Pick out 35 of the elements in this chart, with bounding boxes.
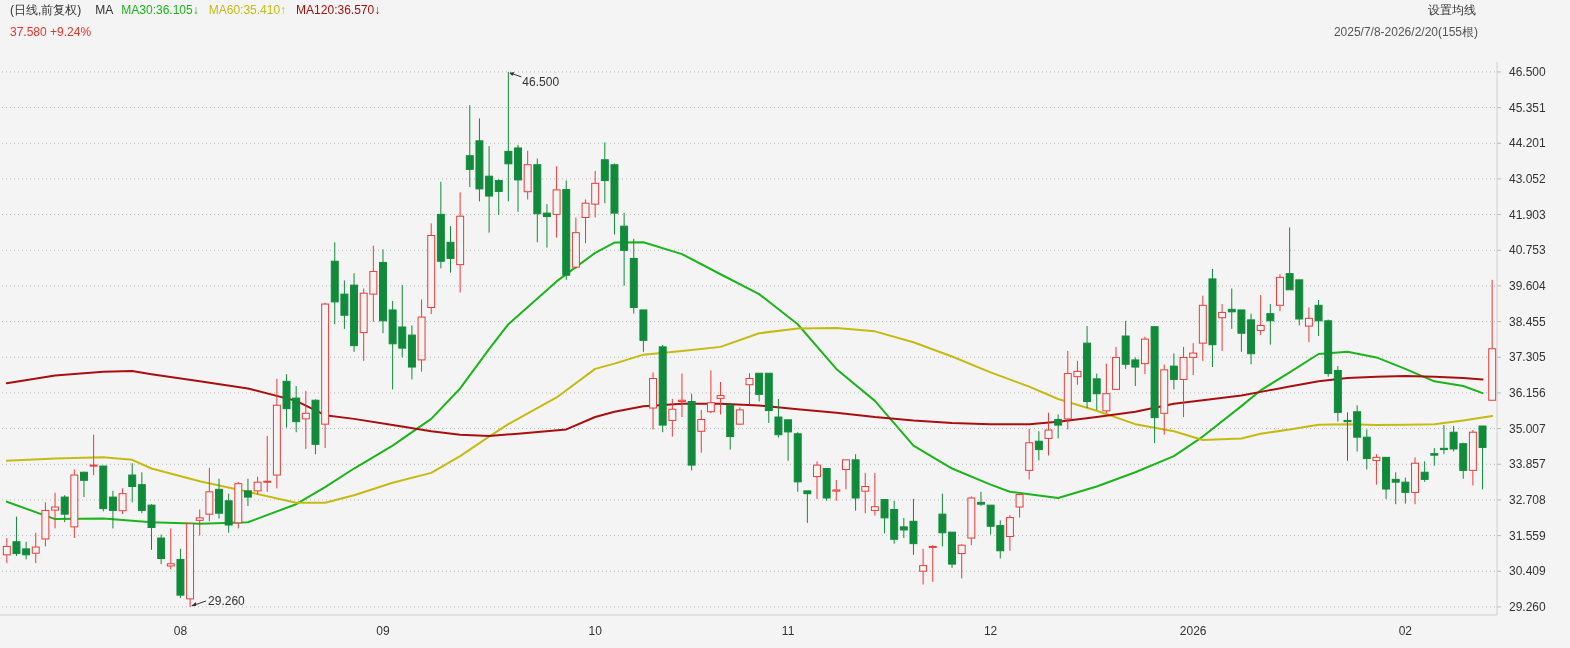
chart-title: (日线,前复权) bbox=[10, 3, 82, 17]
y-tick-label: 33.857 bbox=[1509, 457, 1547, 472]
x-tick-label: 08 bbox=[173, 624, 188, 638]
y-tick-label: 38.455 bbox=[1509, 314, 1547, 329]
x-tick-label: 10 bbox=[588, 624, 603, 638]
y-tick-label: 44.201 bbox=[1509, 136, 1547, 151]
text: 设置均线 bbox=[1428, 3, 1476, 17]
x-tick-label: 11 bbox=[781, 624, 795, 638]
y-tick-label: 43.052 bbox=[1509, 171, 1547, 186]
text: MA120:36.570↓ bbox=[296, 3, 381, 17]
y-tick-label: 41.903 bbox=[1509, 207, 1547, 222]
y-tick-label: 40.753 bbox=[1509, 243, 1547, 258]
line-series bbox=[5, 370, 1484, 437]
text: 37.580 +9.24% bbox=[10, 25, 92, 39]
x-tick-label: 2026 bbox=[1179, 624, 1207, 638]
line-series bbox=[5, 326, 1494, 504]
y-tick-label: 29.260 bbox=[1509, 599, 1547, 614]
annotation: 29.260 bbox=[208, 593, 246, 608]
text: MA60:35.410↑ bbox=[208, 3, 287, 17]
text: MA bbox=[95, 3, 114, 17]
y-tick-label: 45.351 bbox=[1509, 100, 1547, 115]
text: 2025/7/8-2026/2/20(155根) bbox=[1333, 25, 1478, 39]
annotation: 46.500 bbox=[522, 74, 560, 89]
y-tick-label: 46.500 bbox=[1509, 64, 1547, 79]
y-tick-label: 39.604 bbox=[1509, 278, 1547, 293]
y-tick-label: 31.559 bbox=[1509, 528, 1547, 543]
x-tick-label: 09 bbox=[376, 624, 390, 638]
text: MA30:36.105↓ bbox=[121, 3, 199, 17]
x-tick-label: 02 bbox=[1398, 624, 1413, 638]
x-tick-label: 12 bbox=[983, 624, 998, 638]
y-tick-label: 37.305 bbox=[1509, 350, 1547, 365]
y-tick-label: 30.409 bbox=[1509, 564, 1547, 579]
y-tick-label: 36.156 bbox=[1509, 385, 1547, 400]
y-tick-label: 32.708 bbox=[1509, 492, 1547, 507]
y-tick-label: 35.007 bbox=[1509, 421, 1547, 436]
